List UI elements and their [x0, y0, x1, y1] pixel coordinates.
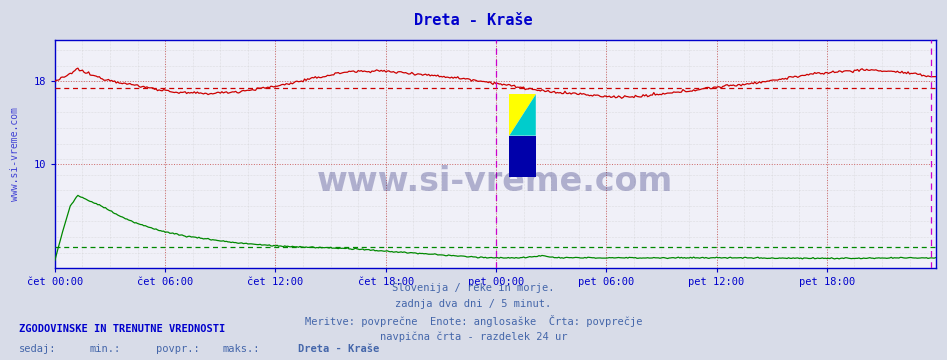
Text: Meritve: povprečne  Enote: anglosaške  Črta: povprečje: Meritve: povprečne Enote: anglosaške Črt… — [305, 315, 642, 327]
Text: zadnja dva dni / 5 minut.: zadnja dva dni / 5 minut. — [396, 299, 551, 309]
Text: Slovenija / reke in morje.: Slovenija / reke in morje. — [392, 283, 555, 293]
Polygon shape — [509, 94, 536, 136]
Text: Dreta - Kraše: Dreta - Kraše — [414, 13, 533, 28]
Polygon shape — [509, 94, 536, 136]
Text: Dreta - Kraše: Dreta - Kraše — [298, 344, 380, 354]
Text: maks.:: maks.: — [223, 344, 260, 354]
Text: sedaj:: sedaj: — [19, 344, 57, 354]
Text: min.:: min.: — [90, 344, 121, 354]
Text: navpična črta - razdelek 24 ur: navpična črta - razdelek 24 ur — [380, 331, 567, 342]
Text: www.si-vreme.com: www.si-vreme.com — [10, 107, 20, 201]
Text: ZGODOVINSKE IN TRENUTNE VREDNOSTI: ZGODOVINSKE IN TRENUTNE VREDNOSTI — [19, 324, 225, 334]
Text: www.si-vreme.com: www.si-vreme.com — [317, 165, 673, 198]
Bar — [509, 136, 536, 177]
Text: povpr.:: povpr.: — [156, 344, 200, 354]
